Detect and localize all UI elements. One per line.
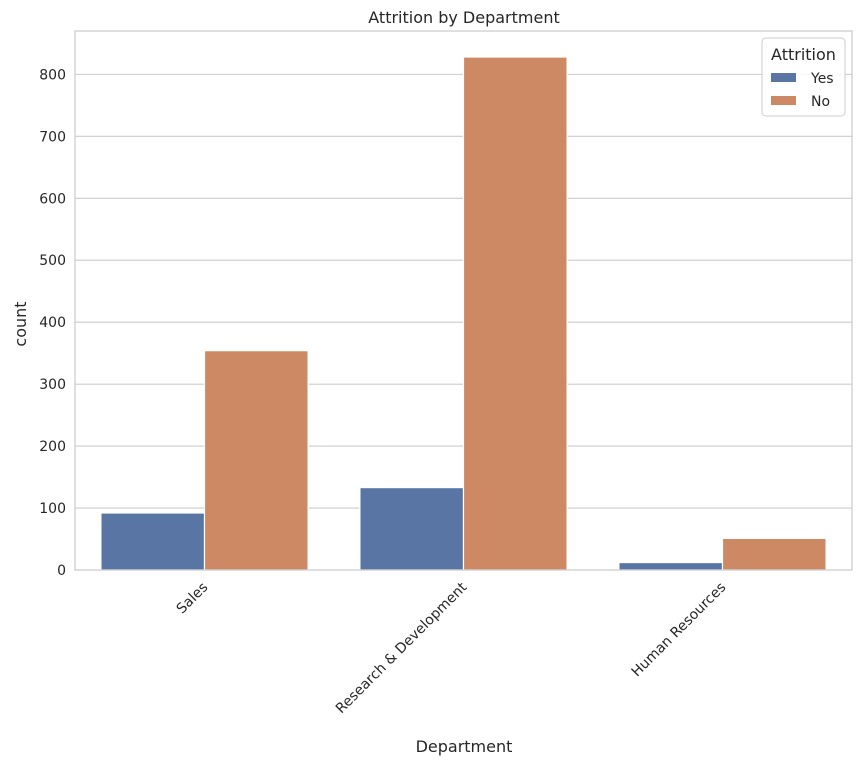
legend-swatch-yes — [771, 73, 796, 82]
bar-sales-no — [203, 350, 309, 571]
x-tick-label: Research & Development — [333, 579, 471, 717]
legend-title: Attrition — [771, 45, 836, 64]
legend-label-yes: Yes — [810, 71, 834, 87]
legend: Attrition Yes No — [761, 37, 846, 117]
x-tick-label: Human Resources — [629, 580, 730, 681]
y-tick-label: 800 — [39, 67, 66, 83]
y-tick-label: 400 — [39, 315, 66, 331]
bar-research-development-yes — [359, 487, 465, 571]
y-axis-label: count — [11, 301, 30, 346]
bar-human-resources-no — [721, 537, 827, 571]
y-tick-label: 0 — [57, 563, 66, 579]
legend-swatch-no — [771, 96, 796, 105]
x-axis-label: Department — [416, 737, 513, 756]
y-tick-label: 200 — [39, 439, 66, 455]
plot-area-frame — [74, 30, 853, 571]
x-tick-labels: Sales Research & Development Human Resourc… — [174, 579, 730, 717]
bar-sales-yes — [100, 512, 206, 571]
bars — [100, 56, 827, 571]
y-tick-label: 100 — [39, 501, 66, 517]
y-tick-labels: 0 100 200 300 400 500 600 700 800 — [39, 67, 66, 579]
bar-research-development-no — [462, 56, 568, 571]
y-tick-label: 700 — [39, 129, 66, 145]
y-tick-label: 600 — [39, 191, 66, 207]
legend-label-no: No — [811, 94, 830, 110]
bar-human-resources-yes — [618, 561, 724, 571]
chart-title: Attrition by Department — [368, 8, 560, 27]
y-tick-label: 300 — [39, 377, 66, 393]
y-tick-label: 500 — [39, 253, 66, 269]
x-tick-label: Sales — [174, 580, 212, 618]
